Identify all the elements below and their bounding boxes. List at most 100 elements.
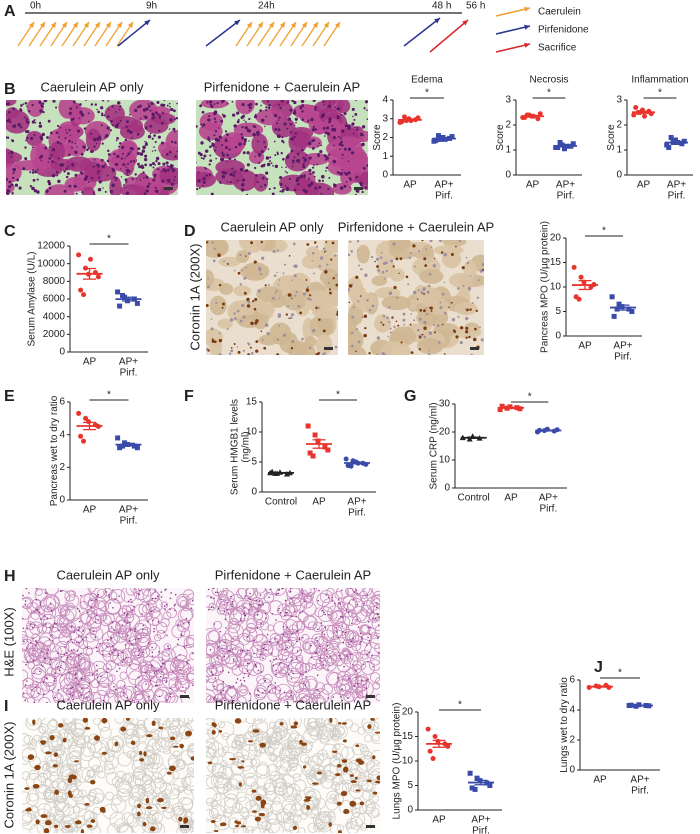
nucleus [250,241,254,245]
x-tick-label: Pirf. [120,516,138,527]
nucleus [63,189,67,193]
nucleus [212,665,214,668]
alveolus [322,723,337,738]
error-bar [637,110,650,114]
nucleus [215,301,218,305]
nucleus [337,677,340,679]
stained-cell [343,766,349,773]
nucleus [318,142,321,145]
nucleus [377,652,380,654]
nucleus [169,608,171,611]
nucleus [289,316,293,320]
nucleus [282,157,285,161]
nucleus [96,137,101,141]
alveolus [263,592,275,603]
nucleus [132,699,134,702]
nucleus [254,321,258,325]
nucleus [264,145,267,149]
nucleus [224,641,226,644]
nucleus [253,307,257,311]
alveolus [306,790,317,802]
alveolus [355,638,372,655]
nucleus [23,116,26,119]
alveolus [218,721,235,738]
alveolus [151,742,161,751]
nucleus [322,329,326,333]
stained-cell [74,820,82,825]
nucleus [314,241,317,244]
nucleus [168,189,170,192]
nucleus [144,671,147,674]
data-point [467,770,473,776]
nucleus [143,192,147,195]
nucleus [345,609,348,611]
nucleus [359,132,364,137]
alveolus [305,721,320,736]
nucleus [285,658,288,661]
nucleus [76,607,79,610]
nucleus [269,588,271,591]
nucleus [20,104,23,107]
timeline-arrow [495,6,531,17]
nucleus [134,686,137,688]
nucleus [153,146,155,148]
nucleus [54,696,56,699]
alveolus [228,618,239,629]
alveolus [206,693,212,703]
nucleus [210,327,214,331]
tissue [118,139,139,163]
tissue [251,133,268,155]
nucleus [237,350,241,354]
alveolus [286,783,301,798]
nucleus [285,186,289,190]
time-label: 48 h [432,1,451,12]
alveolus [245,588,259,600]
nucleus [291,632,294,635]
nucleus [287,304,290,308]
stained-cell [354,776,358,780]
alveolus [206,762,214,777]
nucleus [7,118,11,122]
nucleus [290,669,293,672]
alveolus [326,588,335,596]
nucleus [118,145,120,148]
alveolus [255,764,271,779]
alveolus [184,786,193,795]
nucleus [94,636,97,638]
nucleus [418,335,422,339]
nucleus [253,652,255,655]
nucleus [296,152,300,156]
nucleus [344,124,348,128]
nucleus [318,692,321,695]
nucleus [37,692,40,695]
alveolus [125,588,137,596]
nucleus [28,109,31,113]
nucleus [264,125,266,128]
nucleus [277,135,281,139]
arrow-head [323,22,329,28]
nucleus [65,167,68,170]
nucleus [240,683,243,685]
nucleus [97,166,100,168]
stained-cell [39,740,47,744]
nucleus [308,169,311,172]
nucleus [43,657,46,660]
alveolus [111,776,124,788]
nucleus [96,650,98,653]
nucleus [282,272,285,275]
nucleus [278,103,280,106]
alveolus [311,650,322,661]
error-bar [274,471,288,474]
alveolus [50,788,64,802]
nucleus [305,279,308,281]
nucleus [96,588,98,589]
alveolus [208,602,217,611]
x-tick-label: Pirf. [348,508,366,519]
data-point [609,294,615,300]
alveolus [124,642,135,652]
micrograph [196,100,368,195]
alveolus [334,590,343,600]
alveolus [211,588,225,597]
nucleus [279,106,282,110]
x-tick-label: AP [432,815,446,826]
